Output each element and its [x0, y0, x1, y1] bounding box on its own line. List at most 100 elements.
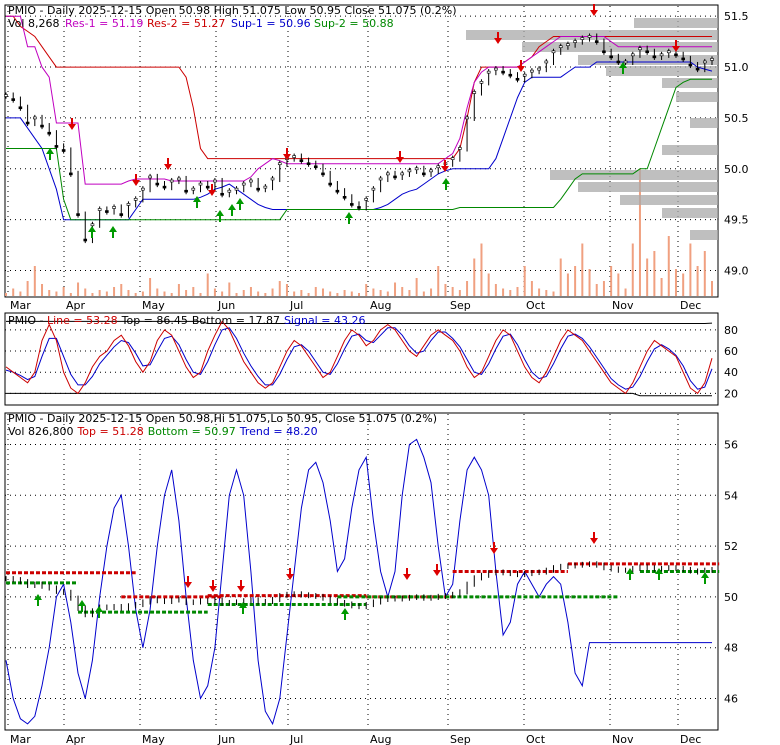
volume-profile-bar — [662, 78, 718, 88]
volume-bar — [105, 291, 108, 296]
volume-profile-bar — [606, 66, 718, 76]
volume-bar — [170, 293, 173, 296]
volume-bar — [163, 291, 166, 296]
price-candle — [645, 50, 649, 54]
price-candle — [11, 98, 16, 101]
volume-bar — [386, 291, 389, 296]
price-candle — [436, 165, 441, 169]
x-tick-label: Jun — [217, 299, 235, 312]
volume-bar — [660, 278, 663, 296]
x-tick-label: Jul — [289, 299, 303, 312]
arrow-up-icon — [619, 62, 627, 74]
volume-bar — [257, 291, 260, 296]
volume-profile-bar — [634, 18, 718, 28]
volume-bar — [617, 273, 620, 296]
trend-panel: 56 54 52 50 48 46 PMIO - Daily 2025-12-15 Ope… — [4, 412, 738, 731]
price-candle — [342, 195, 347, 199]
volume-bar — [77, 282, 80, 296]
stoch-main-line — [5, 320, 713, 395]
volume-bar — [271, 288, 274, 296]
y-tick-label: 50.5 — [724, 112, 749, 125]
price-candle — [133, 198, 138, 201]
volume-bar — [372, 288, 375, 296]
y-tick-label: 51.5 — [724, 10, 749, 23]
price-candle — [508, 73, 513, 77]
volume-bar — [653, 251, 656, 296]
price-header-title: PMIO - Daily 2025-12-15 Open 50.98 High … — [8, 4, 457, 17]
price-candle — [602, 50, 606, 54]
x-tick-label: Jul — [289, 733, 303, 745]
volume-bar — [84, 288, 87, 296]
y-tick-label: 48 — [724, 642, 738, 655]
volume-bar — [177, 284, 180, 296]
price-candle — [97, 208, 102, 211]
price-candle — [213, 179, 217, 183]
volume-profile-bar — [550, 170, 718, 180]
volume-bar — [646, 258, 649, 296]
x-tick-label: Oct — [526, 299, 546, 312]
x-tick-label: Oct — [526, 733, 546, 745]
price-candle — [688, 63, 693, 67]
volume-bar — [127, 290, 130, 296]
arrow-down-icon — [286, 568, 294, 580]
volume-bar — [300, 290, 303, 296]
stoch-header-top: Top = 86.45 — [121, 314, 188, 327]
trend-line — [5, 438, 712, 726]
trend-header-top: Top = 51.28 — [76, 425, 143, 438]
arrow-up-icon — [46, 148, 54, 160]
volume-bar — [581, 243, 584, 296]
price-candle — [263, 185, 268, 189]
price-header-res1: Res-1 = 51.19 — [65, 17, 143, 30]
price-candle — [4, 94, 8, 97]
y-tick-label: 60 — [724, 345, 738, 358]
y-tick-label: 46 — [724, 693, 738, 706]
arrow-up-icon — [109, 226, 117, 238]
price-candle — [184, 189, 188, 193]
volume-bar — [566, 273, 569, 296]
volume-bar — [249, 287, 252, 296]
volume-bar — [199, 293, 202, 296]
volume-bar — [437, 266, 440, 296]
price-candle — [386, 172, 390, 176]
price-candle — [681, 57, 685, 61]
price-candle — [472, 91, 477, 94]
price-candle — [580, 37, 585, 40]
price-candle — [249, 179, 253, 183]
price-candle — [349, 203, 354, 206]
volume-bar — [379, 290, 382, 296]
stoch-header-line: Line = 53.28 — [47, 314, 118, 327]
volume-bar — [285, 284, 288, 296]
price-candle — [335, 189, 340, 193]
price-candle — [566, 43, 570, 46]
price-candle — [659, 53, 664, 57]
price-candle — [400, 172, 405, 176]
y-tick-label: 56 — [724, 438, 738, 451]
arrow-down-icon — [403, 568, 411, 580]
arrow-up-icon — [88, 226, 96, 238]
price-candle — [587, 35, 592, 38]
price-candle — [227, 189, 232, 193]
arrow-down-icon — [209, 580, 217, 592]
price-candle — [674, 53, 678, 57]
price-candle — [702, 60, 707, 64]
x-tick-label: May — [142, 299, 165, 312]
y-tick-label: 49.0 — [724, 265, 749, 278]
price-header-res2: Res-2 = 51.27 — [147, 17, 225, 30]
volume-bar — [595, 284, 598, 296]
volume-bar — [55, 291, 58, 296]
x-tick-label: Dec — [680, 733, 701, 745]
price-candle — [530, 69, 534, 73]
volume-bar — [19, 291, 22, 296]
x-tick-label: Aug — [370, 733, 391, 745]
volume-profile-bar — [662, 208, 718, 218]
arrow-down-icon — [184, 576, 192, 588]
volume-bar — [674, 269, 677, 296]
price-candle — [148, 175, 152, 179]
arrow-down-icon — [68, 118, 76, 130]
arrow-down-icon — [672, 40, 680, 52]
price-candle — [162, 185, 167, 189]
volume-bar — [408, 290, 411, 296]
arrow-down-icon — [494, 32, 502, 44]
volume-bar — [41, 284, 44, 296]
volume-bar — [120, 284, 123, 296]
